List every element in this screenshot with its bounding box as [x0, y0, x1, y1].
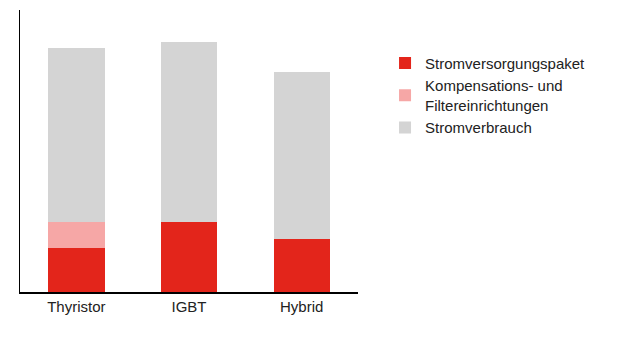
svg-text:IGBT: IGBT	[171, 298, 206, 315]
svg-text:Stromversorgungspaket: Stromversorgungspaket	[425, 55, 585, 72]
svg-text:Hybrid: Hybrid	[280, 298, 323, 315]
svg-text:Kompensations- undFiltereinric: Kompensations- undFiltereinrichtungen	[425, 77, 563, 113]
svg-text:Stromverbrauch: Stromverbrauch	[425, 119, 532, 136]
svg-text:Thyristor: Thyristor	[47, 298, 105, 315]
